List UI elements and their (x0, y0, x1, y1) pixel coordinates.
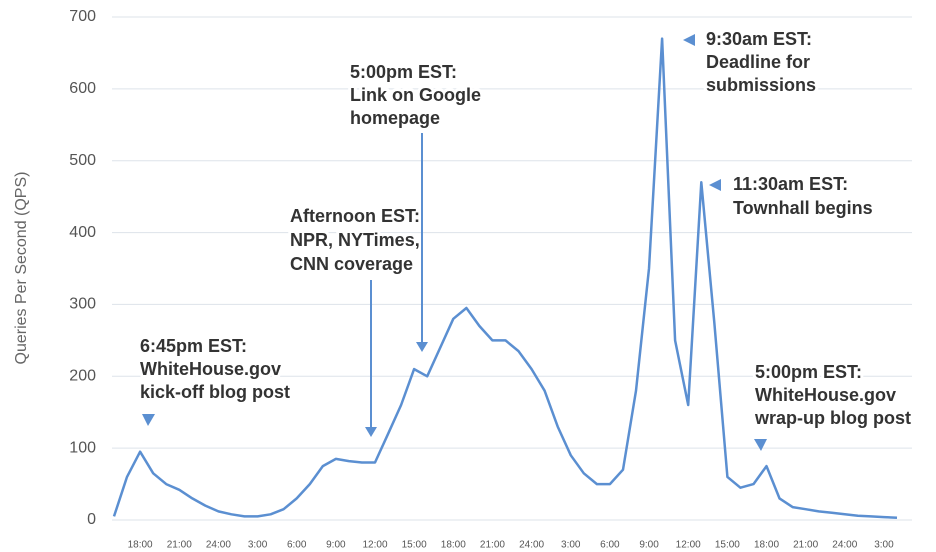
y-tick-label: 300 (69, 296, 96, 313)
x-tick-label: 6:00 (287, 540, 307, 551)
x-tick-label: 3:00 (248, 540, 268, 551)
x-tick-label: 15:00 (715, 540, 740, 551)
annotation-text: WhiteHouse.gov (755, 385, 896, 405)
y-tick-label: 600 (69, 80, 96, 97)
y-tick-label: 100 (69, 439, 96, 456)
annotation-text: NPR, NYTimes, (290, 230, 420, 250)
x-tick-label: 21:00 (480, 540, 505, 551)
y-tick-label: 500 (69, 152, 96, 169)
annotation-text: WhiteHouse.gov (140, 359, 281, 379)
annotation-text: Deadline for (706, 52, 810, 72)
y-tick-label: 0 (87, 511, 96, 528)
annotation-pointer (709, 179, 721, 191)
y-tick-label: 700 (69, 8, 96, 25)
x-tick-label: 15:00 (402, 540, 427, 551)
data-line (112, 37, 898, 520)
annotation-arrowhead (365, 427, 377, 437)
x-tick-label: 18:00 (441, 540, 466, 551)
annotation-text: 5:00pm EST: (755, 362, 862, 382)
x-tick-label: 6:00 (600, 540, 620, 551)
y-axis-label: Queries Per Second (QPS) (13, 172, 30, 365)
x-tick-label: 18:00 (754, 540, 779, 551)
annotation-text: kick-off blog post (140, 382, 290, 402)
x-tick-label: 9:00 (326, 540, 346, 551)
x-tick-label: 24:00 (206, 540, 231, 551)
x-tick-label: 12:00 (362, 540, 387, 551)
y-tick-label: 400 (69, 224, 96, 241)
x-tick-label: 24:00 (519, 540, 544, 551)
x-tick-label: 21:00 (793, 540, 818, 551)
annotation-text: 9:30am EST: (706, 29, 812, 49)
annotation-pointer (754, 439, 767, 451)
annotation-pointer (683, 34, 695, 46)
x-tick-label: 3:00 (874, 540, 894, 551)
x-tick-label: 3:00 (561, 540, 581, 551)
annotation-text: CNN coverage (290, 254, 413, 274)
x-tick-label: 21:00 (167, 540, 192, 551)
y-tick-label: 200 (69, 368, 96, 385)
annotation-text: 11:30am EST: (733, 174, 848, 194)
x-tick-label: 24:00 (832, 540, 857, 551)
annotation-text: Townhall begins (733, 198, 873, 218)
annotation-text: wrap-up blog post (754, 408, 911, 428)
annotation-text: 5:00pm EST: (350, 62, 457, 82)
annotation-text: 6:45pm EST: (140, 336, 247, 356)
x-tick-label: 9:00 (639, 540, 659, 551)
annotation-pointer (142, 414, 155, 426)
annotation-text: submissions (706, 75, 816, 95)
annotation-text: Link on Google (350, 85, 481, 105)
annotation-text: Afternoon EST: (290, 206, 420, 226)
x-tick-label: 18:00 (128, 540, 153, 551)
annotation-arrowhead (416, 342, 428, 352)
x-tick-label: 12:00 (676, 540, 701, 551)
annotation-text: homepage (350, 108, 440, 128)
